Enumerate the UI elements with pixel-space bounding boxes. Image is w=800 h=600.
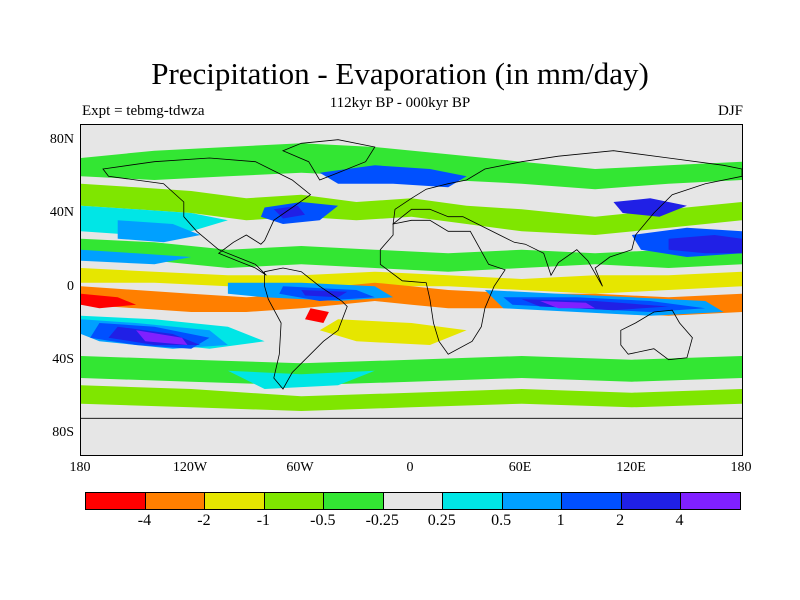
lat-tick-80s: 80S: [52, 425, 74, 440]
contour-region: [81, 238, 742, 272]
colorbar-label: 2: [616, 512, 625, 529]
colorbar-swatch: [681, 493, 741, 509]
colorbar-label: 1: [556, 512, 565, 529]
lat-tick-40n: 40N: [49, 205, 74, 220]
pe-contour-map: [81, 139, 742, 419]
colorbar-swatch: [502, 493, 563, 509]
colorbar-swatch: [562, 493, 622, 509]
colorbar-swatch: [621, 493, 682, 509]
contour-region: [81, 143, 742, 190]
coastline: [102, 157, 312, 276]
colorbar-swatch: [145, 493, 206, 509]
contour-region: [613, 198, 687, 217]
lon-tick-180w: 180: [69, 460, 91, 475]
plot-subtitle: 112kyr BP - 000kyr BP: [329, 95, 471, 111]
contour-region: [81, 356, 742, 386]
contour-region: [668, 235, 742, 254]
season-label: DJF: [717, 103, 743, 119]
colorbar: [85, 492, 741, 510]
contour-region: [136, 330, 188, 345]
lon-tick-120w: 120W: [172, 460, 208, 475]
lon-tick-0: 0: [406, 460, 414, 475]
contour-region: [117, 220, 201, 243]
colorbar-swatch: [324, 493, 384, 509]
map-panel: [80, 124, 743, 456]
contour-region: [227, 370, 375, 389]
contour-region: [319, 165, 467, 188]
contour-region: [540, 301, 596, 309]
colorbar-label: -0.25: [365, 512, 399, 529]
contour-region: [305, 308, 329, 323]
coastline: [281, 139, 376, 181]
coastline: [264, 267, 348, 390]
coastline: [379, 219, 506, 355]
colorbar-swatch: [443, 493, 503, 509]
experiment-label: Expt = tebmg-tdwza: [82, 103, 205, 119]
colorbar-swatch: [264, 493, 325, 509]
coastline: [392, 150, 742, 287]
colorbar-label: -2: [197, 512, 211, 529]
colorbar-label: -4: [137, 512, 152, 529]
colorbar-label: 0.5: [491, 512, 512, 529]
contour-region: [81, 385, 742, 411]
colorbar-label: -0.5: [310, 512, 336, 529]
contour-region: [81, 293, 137, 309]
contour-region: [319, 319, 467, 345]
plot-title: Precipitation - Evaporation (in mm/day): [151, 56, 649, 91]
lat-tick-0: 0: [67, 279, 74, 294]
contour-region: [81, 249, 192, 265]
contour-region: [81, 268, 742, 294]
lat-tick-80n: 80N: [49, 132, 74, 147]
colorbar-label: -1: [256, 512, 271, 529]
colorbar-label: 4: [675, 512, 684, 529]
colorbar-label: 0.25: [427, 512, 456, 529]
lon-tick-120e: 120E: [616, 460, 646, 475]
lon-tick-180e: 180: [730, 460, 752, 475]
coastline: [620, 309, 693, 361]
colorbar-swatch: [205, 493, 265, 509]
lon-tick-60e: 60E: [508, 460, 532, 475]
contour-region: [301, 290, 348, 298]
lat-tick-40s: 40S: [52, 352, 74, 367]
lon-tick-60w: 60W: [286, 460, 314, 475]
colorbar-swatch: [383, 493, 444, 509]
colorbar-swatch: [86, 493, 146, 509]
